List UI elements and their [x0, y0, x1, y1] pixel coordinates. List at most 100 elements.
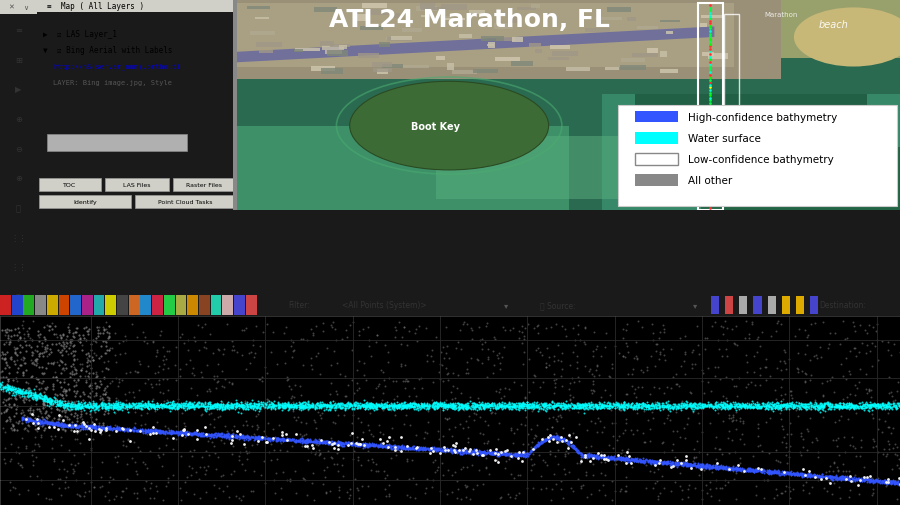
Point [192, 429, 206, 437]
Point [780, 400, 795, 408]
Point [232, 435, 247, 443]
Point [475, 359, 490, 367]
Point [292, 430, 307, 438]
Point [572, 459, 587, 467]
Point [220, 402, 235, 411]
Point [483, 401, 498, 409]
Point [442, 355, 456, 363]
Point [728, 398, 742, 407]
Point [454, 346, 469, 354]
Point [593, 404, 608, 412]
Point [479, 453, 493, 462]
Point [634, 458, 648, 466]
Point [842, 441, 857, 449]
Point [206, 375, 220, 383]
Point [4, 384, 18, 392]
Point [716, 352, 730, 360]
Point [526, 450, 540, 459]
Point [174, 428, 188, 436]
Point [459, 403, 473, 412]
Point [66, 329, 80, 337]
Point [347, 440, 362, 448]
Point [223, 433, 238, 441]
Point [752, 365, 767, 373]
Point [484, 449, 499, 457]
Point [818, 400, 832, 409]
Point [494, 450, 508, 458]
Point [345, 404, 359, 412]
Point [407, 401, 421, 410]
Point [771, 318, 786, 326]
Point [475, 403, 490, 412]
Point [586, 403, 600, 411]
Point [841, 475, 855, 483]
Point [669, 404, 683, 412]
Point [35, 342, 50, 350]
Point [749, 467, 763, 475]
Point [159, 482, 174, 490]
Point [605, 403, 619, 412]
Point [625, 370, 639, 378]
Point [161, 429, 176, 437]
Point [866, 478, 880, 486]
Point [494, 450, 508, 458]
Point [778, 365, 793, 373]
Point [793, 471, 807, 479]
Point [246, 405, 260, 413]
Point [854, 436, 868, 444]
Point [763, 467, 778, 475]
Point [423, 401, 437, 409]
Point [295, 437, 310, 445]
Point [84, 422, 98, 430]
Point [390, 398, 404, 407]
Point [378, 399, 392, 408]
Point [837, 402, 851, 411]
Point [507, 401, 521, 409]
Point [540, 461, 554, 469]
Point [657, 457, 671, 465]
Point [740, 465, 754, 473]
Point [878, 401, 893, 409]
Point [595, 403, 609, 411]
Point [479, 463, 493, 471]
Point [33, 431, 48, 439]
Point [33, 410, 48, 418]
Point [48, 432, 62, 440]
Point [652, 403, 667, 412]
Point [210, 432, 224, 440]
Point [807, 396, 822, 404]
Point [82, 424, 96, 432]
Point [94, 398, 109, 407]
Point [581, 401, 596, 410]
Point [606, 402, 620, 411]
Point [470, 402, 484, 410]
Point [30, 391, 44, 399]
Point [438, 446, 453, 454]
Point [740, 405, 754, 413]
Point [608, 402, 622, 410]
Point [784, 470, 798, 478]
Point [629, 457, 643, 465]
Point [140, 427, 154, 435]
Point [317, 401, 331, 410]
Point [725, 462, 740, 470]
Point [240, 434, 255, 442]
Point [363, 400, 377, 408]
Point [22, 417, 36, 425]
Point [840, 393, 854, 401]
Point [879, 476, 894, 484]
Point [854, 403, 868, 411]
Point [349, 440, 364, 448]
Point [123, 426, 138, 434]
Point [231, 401, 246, 410]
Point [72, 403, 86, 411]
Point [202, 405, 217, 413]
Point [816, 402, 831, 410]
Point [587, 451, 601, 459]
Point [611, 402, 625, 410]
Point [250, 401, 265, 409]
Point [822, 472, 836, 480]
Point [520, 449, 535, 457]
Point [150, 451, 165, 460]
Point [541, 401, 555, 409]
